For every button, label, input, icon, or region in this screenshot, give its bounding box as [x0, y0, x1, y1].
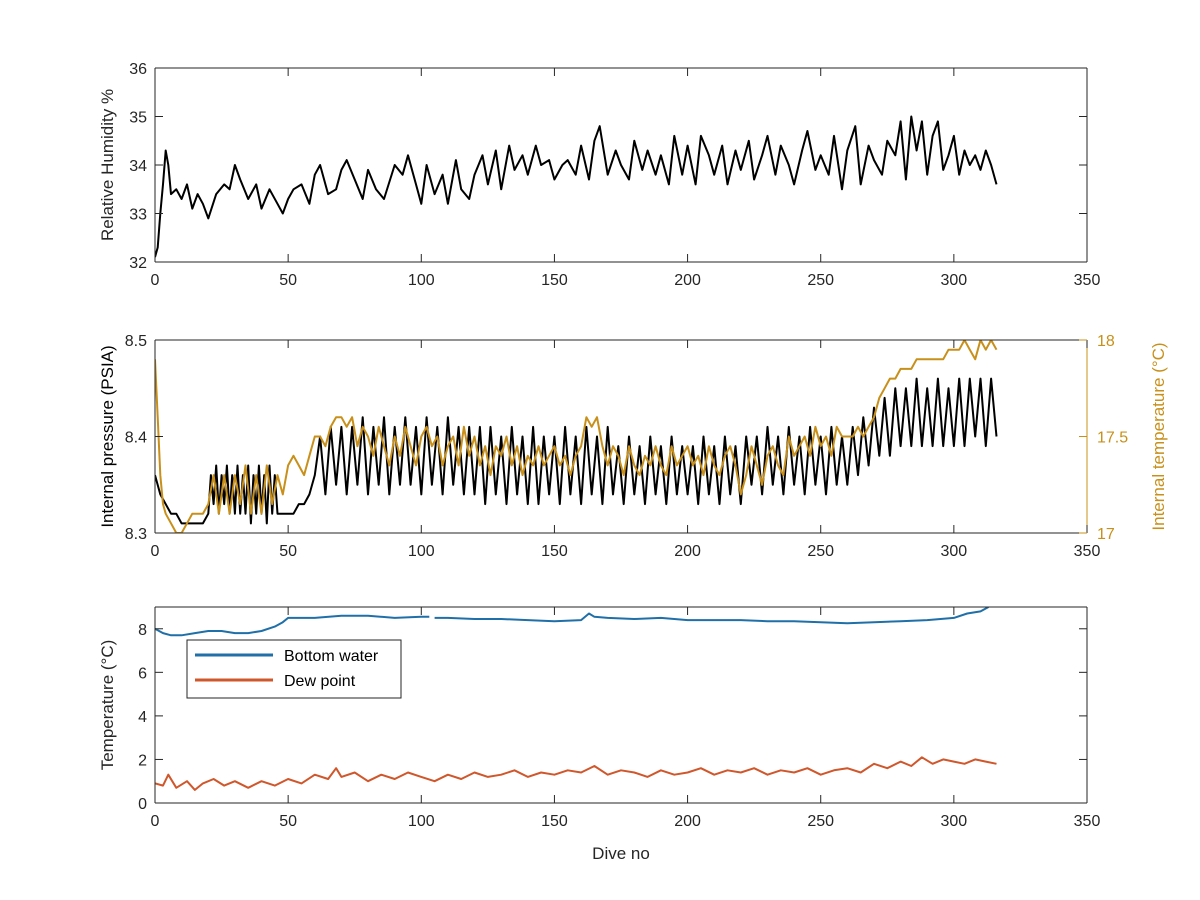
y-tick-label: 34 — [129, 158, 147, 175]
bottom-water-line — [155, 607, 989, 637]
y-tick-label: 8.3 — [125, 526, 147, 543]
x-axis-title: Dive no — [592, 844, 650, 863]
x-tick-label: 350 — [1074, 272, 1101, 289]
pressure-line — [155, 377, 998, 525]
temperature-panel: 0 50 100 150 200 250 300 350 0 2 4 6 8 Temperature (°… — [98, 606, 1101, 863]
x-tick-label: 100 — [408, 272, 435, 289]
x-tick-label: 100 — [408, 543, 435, 560]
y-tick-label: 8 — [138, 622, 147, 639]
y-axis-title: Temperature (°C) — [98, 640, 117, 771]
dew-point-line — [155, 756, 997, 791]
x-tick-label: 0 — [151, 543, 160, 560]
y-tick-label: 2 — [138, 752, 147, 769]
humidity-panel: 0 50 100 150 200 250 300 350 32 33 34 35 36 Relative … — [98, 61, 1100, 289]
x-tick-label: 100 — [408, 813, 435, 830]
x-tick-label: 150 — [541, 272, 568, 289]
y-tick-label: 6 — [138, 665, 147, 682]
x-tick-label: 250 — [807, 543, 834, 560]
y-tick-label: 8.5 — [125, 333, 147, 350]
y-tick-label-right: 17.5 — [1097, 430, 1128, 447]
x-tick-label: 0 — [151, 272, 160, 289]
x-tick-label: 0 — [151, 813, 160, 830]
x-tick-label: 50 — [279, 543, 297, 560]
x-tick-label: 350 — [1074, 543, 1101, 560]
legend-label-bottom-water: Bottom water — [284, 648, 379, 665]
y-tick-label: 36 — [129, 61, 147, 78]
y-tick-label-right: 18 — [1097, 333, 1115, 350]
y-tick-label: 8.4 — [125, 430, 147, 447]
x-tick-label: 150 — [541, 543, 568, 560]
y-tick-label: 35 — [129, 110, 147, 127]
y-axis-title-right: Internal temperature (°C) — [1149, 342, 1168, 530]
x-tick-label: 300 — [941, 543, 968, 560]
x-tick-label: 300 — [941, 272, 968, 289]
x-tick-label: 200 — [674, 272, 701, 289]
x-tick-label: 250 — [807, 813, 834, 830]
y-tick-label: 32 — [129, 255, 147, 272]
y-tick-label: 0 — [138, 796, 147, 813]
x-tick-label: 150 — [541, 813, 568, 830]
legend-box — [186, 639, 402, 699]
x-tick-label: 250 — [807, 272, 834, 289]
x-tick-label: 300 — [941, 813, 968, 830]
x-tick-label: 200 — [674, 543, 701, 560]
x-tick-label: 350 — [1074, 813, 1101, 830]
internal-temp-line — [155, 340, 998, 533]
y-axis-title: Relative Humidity % — [98, 89, 117, 241]
y-tick-label: 33 — [129, 207, 147, 224]
x-tick-label: 50 — [279, 272, 297, 289]
x-tick-label: 50 — [279, 813, 297, 830]
humidity-line — [155, 115, 998, 258]
y-axis-title: Internal pressure (PSIA) — [98, 345, 117, 527]
pressure-panel: 0 50 100 150 200 250 300 350 8.3 8.4 8.5 17 17.5 18 In… — [98, 333, 1168, 560]
y-tick-label: 4 — [138, 709, 147, 726]
x-tick-label: 200 — [674, 813, 701, 830]
legend: Bottom water Dew point — [186, 639, 402, 699]
legend-label-dew-point: Dew point — [284, 673, 356, 690]
y-tick-label-right: 17 — [1097, 526, 1115, 543]
